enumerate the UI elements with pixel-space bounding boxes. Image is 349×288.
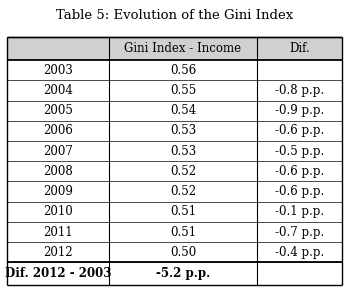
Text: 2012: 2012 <box>43 246 73 259</box>
Text: 2011: 2011 <box>43 226 73 238</box>
Text: -0.6 p.p.: -0.6 p.p. <box>275 124 324 137</box>
Text: -0.9 p.p.: -0.9 p.p. <box>275 104 324 117</box>
Text: 0.51: 0.51 <box>170 226 196 238</box>
Text: 2005: 2005 <box>43 104 73 117</box>
Text: 0.52: 0.52 <box>170 185 196 198</box>
Bar <box>7 37 109 60</box>
Text: -0.1 p.p.: -0.1 p.p. <box>275 205 324 218</box>
Bar <box>109 37 257 60</box>
Text: 2009: 2009 <box>43 185 73 198</box>
Text: 2003: 2003 <box>43 64 73 77</box>
Text: 2007: 2007 <box>43 145 73 158</box>
Text: 2004: 2004 <box>43 84 73 97</box>
Text: -0.6 p.p.: -0.6 p.p. <box>275 165 324 178</box>
Text: 0.56: 0.56 <box>170 64 196 77</box>
Text: -0.6 p.p.: -0.6 p.p. <box>275 185 324 198</box>
Text: 0.55: 0.55 <box>170 84 196 97</box>
Text: -0.5 p.p.: -0.5 p.p. <box>275 145 324 158</box>
Text: 0.50: 0.50 <box>170 246 196 259</box>
Text: -0.8 p.p.: -0.8 p.p. <box>275 84 324 97</box>
Text: 0.54: 0.54 <box>170 104 196 117</box>
Text: 2010: 2010 <box>43 205 73 218</box>
Text: 0.53: 0.53 <box>170 124 196 137</box>
Text: -0.4 p.p.: -0.4 p.p. <box>275 246 324 259</box>
Text: 0.53: 0.53 <box>170 145 196 158</box>
Text: Dif.: Dif. <box>289 42 310 55</box>
Bar <box>257 37 342 60</box>
Text: 0.52: 0.52 <box>170 165 196 178</box>
Text: Gini Index - Income: Gini Index - Income <box>124 42 242 55</box>
Text: 2006: 2006 <box>43 124 73 137</box>
Text: 2008: 2008 <box>43 165 73 178</box>
Text: Table 5: Evolution of the Gini Index: Table 5: Evolution of the Gini Index <box>56 9 293 22</box>
Text: 0.51: 0.51 <box>170 205 196 218</box>
Text: Dif. 2012 - 2003: Dif. 2012 - 2003 <box>5 267 111 280</box>
Text: -0.7 p.p.: -0.7 p.p. <box>275 226 324 238</box>
Text: -5.2 p.p.: -5.2 p.p. <box>156 267 210 280</box>
